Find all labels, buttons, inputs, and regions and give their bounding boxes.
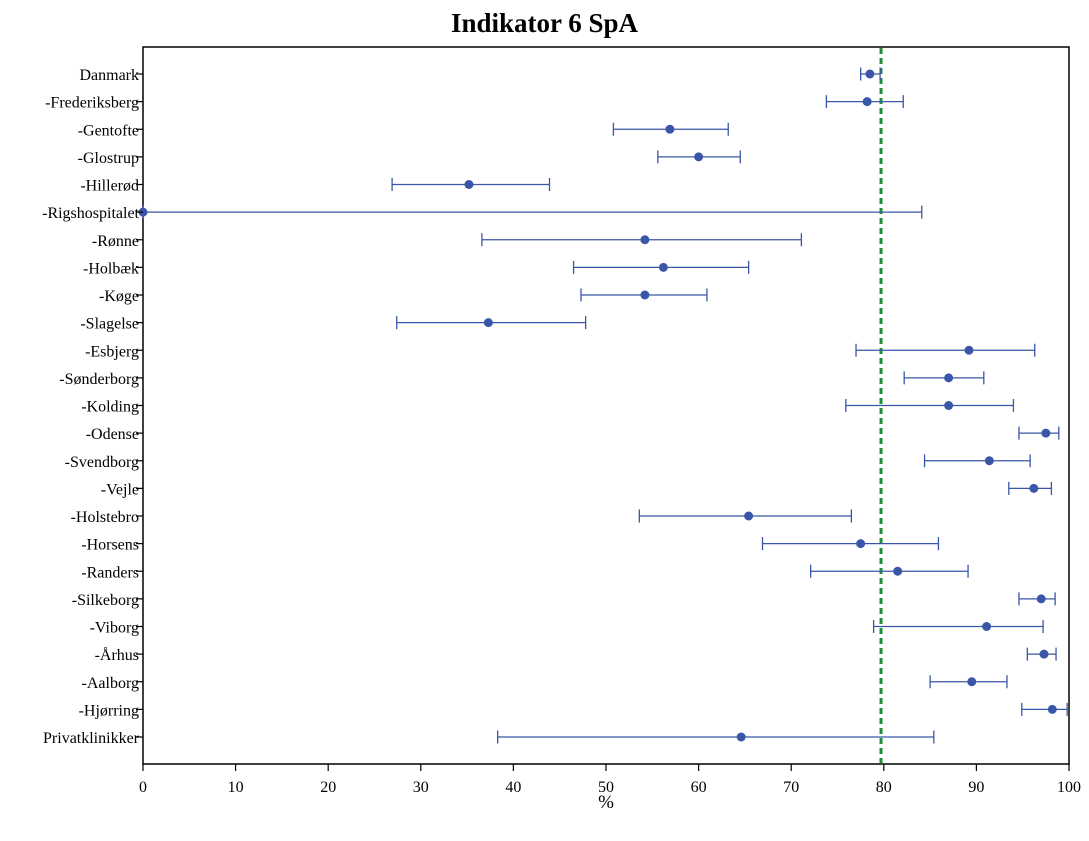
data-point <box>862 97 872 107</box>
data-point <box>736 732 746 742</box>
category-label: -Rønne <box>92 233 139 250</box>
data-point <box>1029 483 1039 493</box>
category-label: -Silkeborg <box>72 592 139 609</box>
data-point <box>967 677 977 687</box>
x-tick-label: 0 <box>139 779 147 796</box>
error-bar <box>497 730 935 744</box>
category-label: -Kolding <box>81 399 139 416</box>
category-label: -Vejle <box>101 481 139 498</box>
category-label: -Glostrup <box>78 150 139 167</box>
error-bar <box>845 399 1015 412</box>
data-point <box>856 539 866 549</box>
data-point <box>964 345 974 355</box>
data-point <box>944 373 954 383</box>
data-point <box>893 566 903 576</box>
error-bar <box>142 205 923 219</box>
x-tick-label: 50 <box>598 779 614 796</box>
error-bar <box>809 564 969 578</box>
category-label: -Hillerød <box>80 178 139 195</box>
x-tick-label: 40 <box>505 779 521 796</box>
category-label: Privatklinikker <box>43 730 140 747</box>
category-label: -Viborg <box>90 620 139 637</box>
data-point <box>658 262 668 272</box>
x-tick-label: 20 <box>320 779 336 796</box>
error-bar <box>855 343 1036 357</box>
x-tick-label: 70 <box>783 779 799 796</box>
data-point <box>464 180 474 189</box>
data-point <box>483 318 493 328</box>
category-label: -Frederiksberg <box>45 95 139 112</box>
category-label: -Esbjerg <box>85 343 139 360</box>
data-point <box>984 456 994 466</box>
data-point <box>640 290 650 300</box>
x-tick-label: 100 <box>1057 779 1081 796</box>
data-point <box>944 401 954 410</box>
category-label: -Rigshospitalet <box>42 205 139 222</box>
x-tick-label: 60 <box>691 779 707 796</box>
data-point <box>694 152 704 162</box>
x-tick-label: 80 <box>876 779 892 796</box>
category-label: -Randers <box>81 564 139 581</box>
data-point <box>1041 428 1051 438</box>
error-bar <box>903 371 985 385</box>
category-label: -Køge <box>99 288 139 305</box>
category-label: -Svendborg <box>65 454 139 471</box>
error-bar <box>872 620 1044 633</box>
category-label: -Slagelse <box>80 316 139 333</box>
category-label: -Holstebro <box>71 509 139 526</box>
data-point <box>1039 649 1049 659</box>
error-bar <box>761 537 940 551</box>
x-tick-label: 90 <box>968 779 984 796</box>
category-label: -Horsens <box>81 537 139 554</box>
category-label: -Hjørring <box>79 702 139 719</box>
error-bar <box>1018 426 1060 440</box>
chart-title: Indikator 6 SpA <box>450 8 639 38</box>
data-point <box>665 124 675 134</box>
category-label: -Holbæk <box>83 260 139 277</box>
data-point <box>640 235 650 245</box>
category-label: Danmark <box>79 67 139 84</box>
category-label: -Sønderborg <box>59 371 139 388</box>
data-point <box>744 511 754 521</box>
category-label: -Odense <box>86 426 139 443</box>
data-point <box>1047 704 1057 714</box>
data-point <box>865 69 875 79</box>
category-label: -Århus <box>95 646 139 664</box>
data-point <box>1036 594 1046 604</box>
error-bar <box>923 454 1031 468</box>
error-bar <box>1021 702 1068 716</box>
x-tick-label: 10 <box>228 779 244 796</box>
x-tick-label: 30 <box>413 779 429 796</box>
x-axis-title: % <box>598 792 614 813</box>
category-label: -Gentofte <box>78 122 139 139</box>
data-point <box>982 622 992 631</box>
category-label: -Aalborg <box>82 675 139 692</box>
